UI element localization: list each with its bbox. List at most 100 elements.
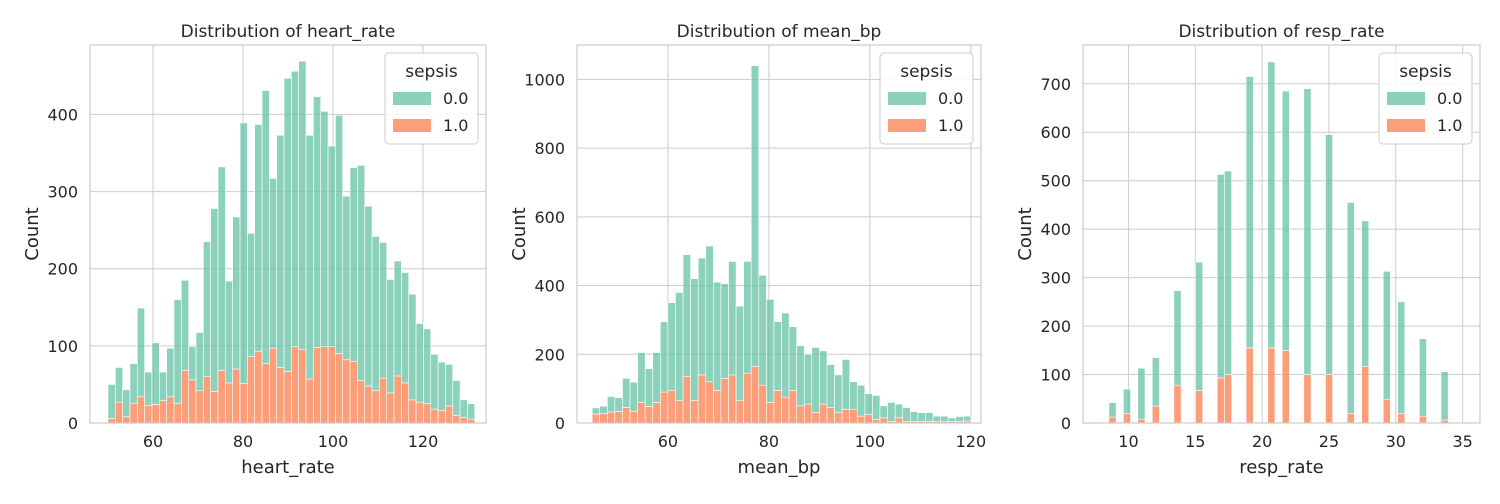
- x-tick-label: 80: [233, 432, 253, 451]
- bar-sepsis-0: [1195, 261, 1204, 391]
- bar-sepsis-1: [115, 401, 123, 424]
- bar-sepsis-1: [232, 368, 241, 424]
- y-tick-label: 800: [534, 139, 565, 158]
- bar-sepsis-0: [963, 415, 972, 422]
- panel-2: 0 200 400 600 800 1000 60 80 100 120 Distribution …: [509, 22, 986, 478]
- bar-sepsis-0: [599, 405, 608, 415]
- bar-sepsis-0: [144, 371, 153, 406]
- y-tick-label: 200: [47, 260, 78, 279]
- legend-label-1: 1.0: [443, 116, 468, 135]
- bar-sepsis-0: [232, 216, 241, 370]
- bar-sepsis-1: [781, 396, 790, 424]
- bar-sepsis-1: [203, 376, 211, 424]
- bar-sepsis-0: [401, 272, 410, 384]
- bar-sepsis-1: [283, 371, 292, 424]
- bar-sepsis-1: [188, 379, 197, 424]
- bar-sepsis-1: [291, 346, 300, 424]
- legend-label-0: 0.0: [443, 89, 468, 108]
- bar-sepsis-1: [1108, 416, 1117, 424]
- bar-sepsis-0: [660, 321, 669, 393]
- y-axis-label: Count: [1015, 207, 1036, 260]
- bar-sepsis-1: [1195, 390, 1204, 424]
- bar-sepsis-0: [1281, 90, 1290, 351]
- y-tick-label: 0: [68, 414, 78, 433]
- bar-sepsis-0: [247, 232, 256, 357]
- bar-sepsis-0: [1108, 402, 1117, 418]
- x-tick-label: 100: [318, 432, 349, 451]
- bar-sepsis-0: [305, 134, 314, 380]
- bar-sepsis-0: [166, 347, 175, 398]
- bar-sepsis-1: [864, 414, 873, 424]
- bar-sepsis-0: [826, 364, 835, 408]
- y-axis-label: Count: [509, 207, 530, 260]
- bar-sepsis-1: [342, 359, 351, 424]
- bar-sepsis-1: [841, 408, 850, 424]
- bar-sepsis-0: [445, 364, 454, 407]
- bar-sepsis-1: [811, 412, 820, 424]
- x-tick-label: 60: [143, 432, 163, 451]
- bar-sepsis-0: [864, 393, 873, 415]
- bar-sepsis-1: [437, 410, 446, 424]
- bar-sepsis-0: [195, 332, 204, 391]
- bar-sepsis-1: [1245, 347, 1254, 424]
- y-tick-label: 600: [534, 208, 565, 227]
- x-tick-label: 80: [759, 432, 779, 451]
- bar-sepsis-0: [750, 65, 760, 367]
- x-tick-label: 25: [1319, 432, 1339, 451]
- bar-sepsis-0: [408, 293, 417, 401]
- bar-sepsis-1: [849, 408, 858, 424]
- bar-sepsis-0: [173, 299, 182, 405]
- bar-sepsis-0: [872, 395, 881, 420]
- bar-sepsis-0: [652, 352, 661, 403]
- x-tick-label: 120: [408, 432, 439, 451]
- bar-sepsis-0: [879, 405, 888, 419]
- bar-sepsis-0: [291, 70, 300, 347]
- bar-sepsis-0: [137, 307, 145, 398]
- bar-sepsis-0: [254, 124, 263, 352]
- legend: sepsis 0.0 1.0: [384, 52, 479, 145]
- y-tick-label: 100: [1040, 366, 1071, 385]
- x-tick-label: 30: [1386, 432, 1406, 451]
- bar-sepsis-1: [788, 390, 797, 424]
- bar-sepsis-0: [1216, 174, 1225, 379]
- bar-sepsis-1: [1267, 347, 1276, 424]
- bar-sepsis-1: [758, 384, 767, 424]
- bar-sepsis-1: [1173, 384, 1182, 424]
- bar-sepsis-0: [313, 96, 322, 348]
- bar-sepsis-0: [327, 145, 336, 347]
- plot-frame: [89, 44, 487, 424]
- x-axis-label: mean_bp: [738, 457, 821, 478]
- bar-sepsis-0: [1361, 220, 1370, 367]
- bar-sepsis-0: [834, 374, 843, 413]
- bar-sepsis-1: [210, 391, 219, 424]
- bar-sepsis-1: [652, 402, 661, 424]
- bar-sepsis-0: [283, 77, 292, 372]
- bar-sepsis-1: [743, 372, 752, 424]
- legend-swatch-0: [888, 92, 926, 105]
- bar-sepsis-1: [735, 400, 744, 424]
- bar-sepsis-1: [826, 407, 835, 424]
- bar-sepsis-0: [788, 326, 797, 391]
- bar-sepsis-1: [225, 382, 233, 424]
- bar-sepsis-1: [276, 367, 285, 424]
- bar-sepsis-0: [364, 205, 373, 387]
- bar-sepsis-0: [856, 384, 866, 417]
- bar-sepsis-1: [591, 413, 601, 424]
- chart-title: Distribution of resp_rate: [1178, 22, 1384, 42]
- bar-sepsis-1: [452, 414, 461, 424]
- x-tick-label: 15: [1185, 432, 1205, 451]
- bar-sepsis-0: [781, 312, 790, 398]
- bar-sepsis-0: [217, 166, 226, 371]
- bar-sepsis-1: [1224, 374, 1232, 424]
- bar-sepsis-1: [335, 353, 344, 424]
- bar-sepsis-0: [467, 403, 476, 420]
- bar-sepsis-0: [925, 412, 934, 422]
- bar-sepsis-1: [606, 411, 616, 424]
- plot-frame: [576, 44, 982, 424]
- bar-sepsis-0: [637, 352, 646, 403]
- bar-sepsis-1: [393, 375, 402, 424]
- legend-swatch-1: [393, 119, 431, 132]
- bar-sepsis-0: [713, 281, 722, 391]
- bar-sepsis-0: [735, 305, 744, 401]
